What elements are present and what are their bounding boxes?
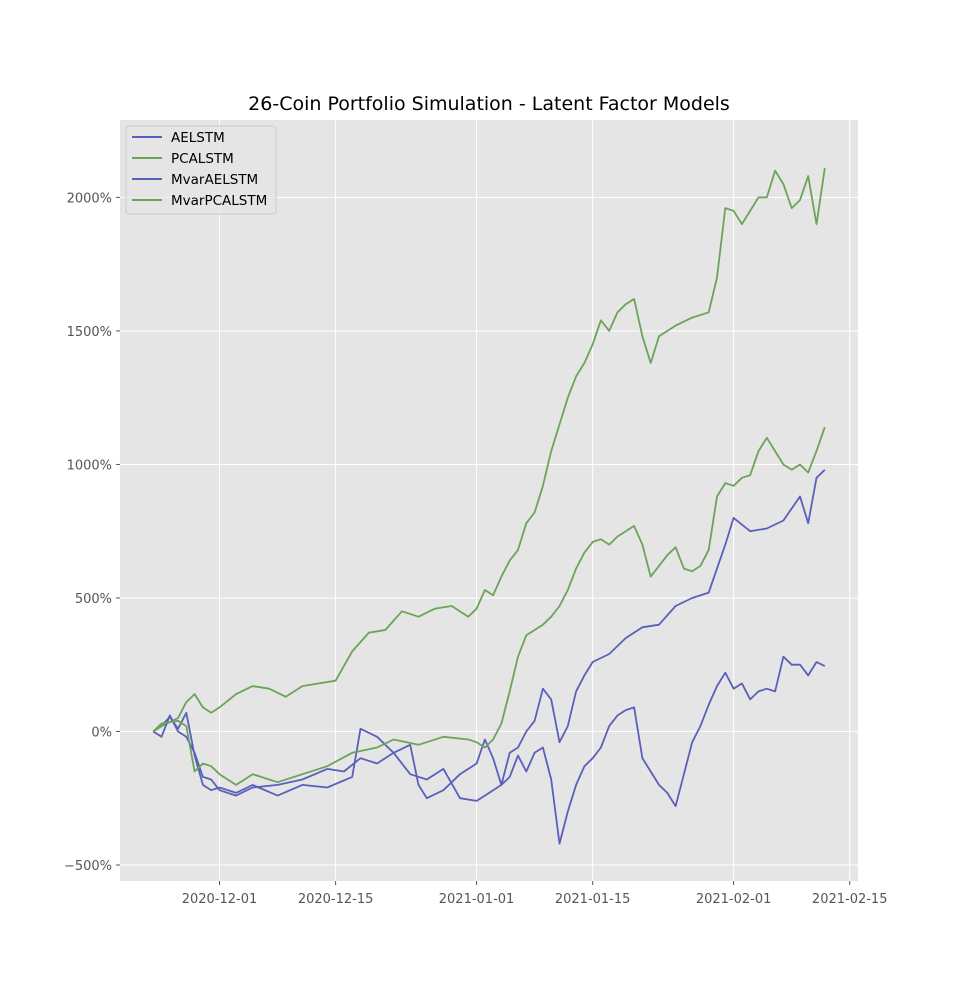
chart-title: 26-Coin Portfolio Simulation - Latent Fa… — [248, 93, 730, 115]
x-tick-label: 2021-01-01 — [439, 892, 515, 907]
y-tick-label: 0% — [91, 725, 112, 740]
y-tick-label: 1000% — [67, 458, 112, 473]
y-tick-label: −500% — [64, 859, 112, 874]
x-axis: 2020-12-01 2020-12-15 2021-01-01 2021-01-15… — [182, 881, 888, 907]
legend-entry-label: MvarAELSTM — [171, 172, 258, 188]
series-line-mvarpcalstm — [152, 426, 826, 786]
y-tick-label: 1500% — [67, 325, 112, 340]
legend-entry-label: AELSTM — [171, 130, 225, 146]
series-line-mvaraelstm — [152, 655, 826, 845]
y-tick-label: 2000% — [67, 191, 112, 206]
x-tick-label: 2021-01-15 — [555, 892, 631, 907]
y-axis: −500% 0% 500% 1000% 1500% 2000% — [64, 191, 120, 874]
x-tick-label: 2020-12-15 — [298, 892, 374, 907]
series-line-aelstm — [152, 469, 826, 802]
legend: AELSTM PCALSTM MvarAELSTM MvarPCALSTM — [125, 125, 277, 215]
series-line-pcalstm — [152, 167, 826, 733]
legend-box — [125, 125, 277, 215]
y-tick-label: 500% — [75, 592, 112, 607]
x-tick-label: 2021-02-15 — [812, 892, 888, 907]
series-layer — [152, 167, 826, 845]
legend-entry-label: MvarPCALSTM — [171, 193, 267, 209]
x-tick-label: 2020-12-01 — [182, 892, 258, 907]
x-tick-label: 2021-02-01 — [696, 892, 772, 907]
legend-entry-label: PCALSTM — [171, 151, 234, 167]
plot-area-background — [120, 120, 858, 881]
